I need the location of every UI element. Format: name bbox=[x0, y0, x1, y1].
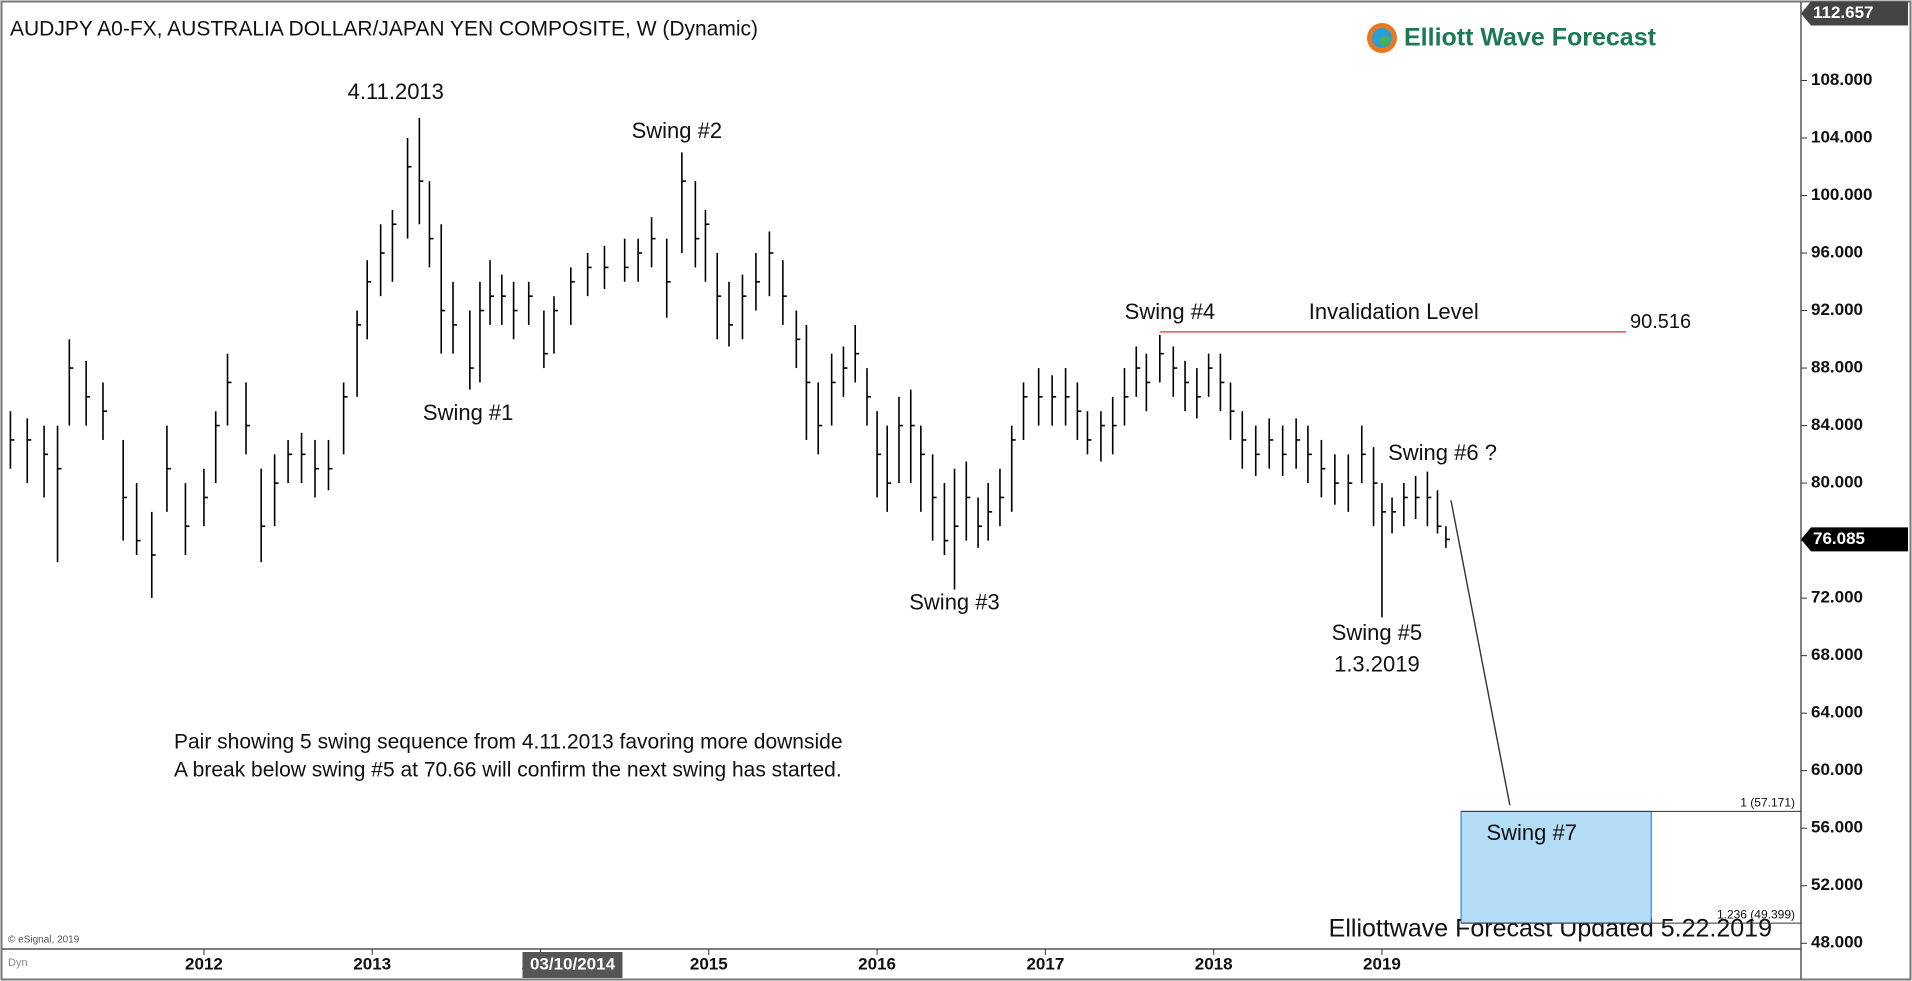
x-tick-label: 2017 bbox=[1026, 954, 1064, 973]
price-label-bg bbox=[1801, 1, 1908, 26]
fib-label: 1 (57.171) bbox=[1740, 796, 1795, 810]
x-tick-label: 2019 bbox=[1363, 954, 1401, 973]
annotation: Invalidation Level bbox=[1309, 299, 1479, 324]
y-tick-label: 52.000 bbox=[1811, 875, 1863, 894]
annotation: Swing #2 bbox=[632, 118, 723, 143]
y-tick-label: 100.000 bbox=[1811, 185, 1872, 204]
fib-label: 1.236 (49.399) bbox=[1717, 907, 1795, 921]
note: Pair showing 5 swing sequence from 4.11.… bbox=[174, 731, 843, 754]
annotation: Swing #6 ? bbox=[1388, 440, 1497, 465]
price-label: 112.657 bbox=[1813, 3, 1874, 22]
annotation: Swing #3 bbox=[909, 590, 1000, 615]
y-tick-label: 84.000 bbox=[1811, 415, 1863, 434]
cursor-label-bg bbox=[522, 952, 623, 978]
logo-icon bbox=[1380, 36, 1390, 46]
note: A break below swing #5 at 70.66 will con… bbox=[174, 759, 842, 782]
invalidation-label: 90.516 bbox=[1630, 311, 1691, 333]
x-tick-label: 2016 bbox=[858, 954, 896, 973]
x-tick-label: 2015 bbox=[690, 954, 728, 973]
y-tick-label: 60.000 bbox=[1811, 760, 1863, 779]
y-tick-label: 80.000 bbox=[1811, 473, 1863, 492]
x-tick-label: 2012 bbox=[185, 954, 223, 973]
chart-title: AUDJPY A0-FX, AUSTRALIA DOLLAR/JAPAN YEN… bbox=[10, 18, 758, 41]
target-zone bbox=[1460, 810, 1652, 924]
annotation: Swing #5 bbox=[1332, 620, 1423, 645]
y-tick-label: 92.000 bbox=[1811, 300, 1863, 319]
plot-area bbox=[9, 117, 1450, 618]
y-tick-label: 68.000 bbox=[1811, 645, 1863, 664]
cursor-label: 03/10/2014 bbox=[530, 954, 616, 973]
x-tick-label: 2013 bbox=[353, 954, 391, 973]
corner-label: Dyn bbox=[8, 957, 28, 969]
y-tick-label: 72.000 bbox=[1811, 588, 1863, 607]
projection-line bbox=[1450, 500, 1511, 806]
price-label: 76.085 bbox=[1813, 529, 1865, 548]
annotation: 4.11.2013 bbox=[348, 79, 444, 104]
y-tick-label: 48.000 bbox=[1811, 933, 1863, 952]
x-tick-label: 2018 bbox=[1195, 954, 1233, 973]
y-tick-label: 64.000 bbox=[1811, 703, 1863, 722]
copyright: © eSignal, 2019 bbox=[8, 935, 80, 946]
y-tick-label: 88.000 bbox=[1811, 358, 1863, 377]
y-tick-label: 108.000 bbox=[1811, 70, 1872, 89]
y-tick-label: 56.000 bbox=[1811, 818, 1863, 837]
y-tick-label: 96.000 bbox=[1811, 243, 1863, 262]
y-tick-label: 104.000 bbox=[1811, 127, 1872, 146]
annotation: Swing #7 bbox=[1486, 820, 1577, 845]
annotation: 1.3.2019 bbox=[1334, 652, 1420, 677]
annotation: Swing #1 bbox=[423, 400, 514, 425]
annotation: Swing #4 bbox=[1125, 299, 1216, 324]
logo-text: Elliott Wave Forecast bbox=[1404, 24, 1657, 52]
logo: Elliott Wave Forecast bbox=[1367, 23, 1657, 53]
price-label-bg bbox=[1801, 527, 1908, 552]
